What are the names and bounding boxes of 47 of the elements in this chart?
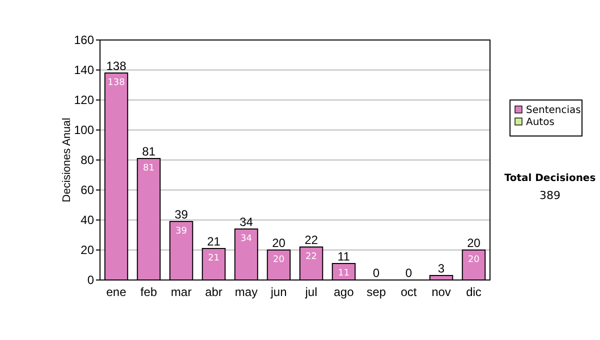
- x-tick-label: jun: [270, 285, 287, 299]
- total-label: 138: [106, 59, 127, 73]
- total-label: 21: [207, 234, 221, 248]
- data-label: 22: [306, 252, 317, 262]
- total-label: 39: [174, 208, 188, 222]
- text: Total Decisiones: [504, 173, 596, 184]
- data-label: 20: [468, 255, 480, 265]
- data-label: 34: [240, 234, 252, 244]
- text: 389: [540, 189, 560, 202]
- y-axis-title: Decisiones Anual: [61, 118, 73, 202]
- x-tick-label: ene: [106, 285, 127, 299]
- data-label: 11: [338, 268, 350, 278]
- y-tick-label: 40: [80, 213, 94, 227]
- x-tick-label: oct: [400, 285, 418, 299]
- total-label: 20: [272, 236, 286, 250]
- data-label: 20: [273, 255, 285, 265]
- legend-label: Autos: [526, 117, 554, 128]
- total-label: 22: [304, 233, 318, 247]
- x-tick-label: sep: [366, 285, 386, 299]
- x-tick-label: jul: [304, 285, 318, 299]
- data-label: 81: [143, 164, 154, 174]
- x-tick-label: dic: [466, 285, 482, 299]
- x-tick-label: ago: [334, 285, 354, 299]
- total-label: 81: [142, 144, 156, 158]
- y-tick-label: 140: [74, 63, 94, 77]
- data-label: 138: [108, 78, 126, 88]
- x-tick-label: may: [234, 285, 258, 299]
- x-tick-label: feb: [140, 285, 158, 299]
- total-label: 3: [438, 262, 445, 276]
- total-label: 20: [467, 236, 481, 250]
- total-label: 0: [405, 266, 412, 280]
- total-label: 34: [240, 215, 254, 229]
- x-tick-label: nov: [432, 285, 451, 299]
- y-tick-label: 20: [80, 243, 94, 257]
- y-tick-label: 60: [80, 183, 94, 197]
- x-tick-label: mar: [170, 285, 192, 299]
- data-label: 21: [208, 254, 220, 264]
- y-tick-label: 0: [87, 273, 94, 287]
- y-tick-label: 100: [74, 123, 94, 137]
- y-tick-label: 80: [80, 153, 94, 167]
- legend-label: Sentencias: [526, 105, 581, 116]
- y-tick-label: 160: [74, 33, 94, 47]
- y-tick-label: 120: [74, 93, 94, 107]
- data-label: 39: [176, 226, 188, 236]
- total-label: 11: [338, 250, 350, 264]
- x-tick-label: abr: [205, 285, 222, 299]
- total-label: 0: [372, 266, 380, 280]
